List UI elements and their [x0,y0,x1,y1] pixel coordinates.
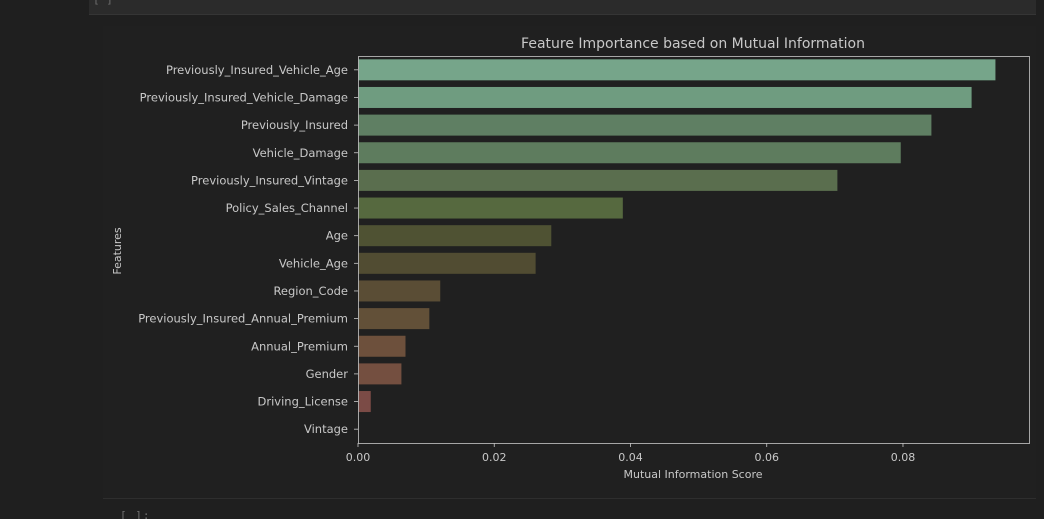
y-tick-labels: Previously_Insured_Vehicle_Age Previously… [138,63,358,436]
bar-vehicle-age [358,252,536,274]
cell-divider [103,498,1036,499]
previous-cell-prompt: [ ] [93,0,113,6]
bar-region-code [358,280,441,302]
bar-previously-insured-annual-premium [358,308,430,330]
bar-annual-premium [358,335,406,357]
x-tick-label: 0.00 [346,451,371,464]
x-tick-label: 0.08 [891,451,916,464]
bar-policy-sales-channel [358,197,623,219]
previous-code-cell[interactable]: [ ] [89,0,1036,15]
plot-frame [358,56,1030,444]
x-tick-label: 0.04 [618,451,643,464]
y-tick-label: Gender [306,367,349,381]
x-tick-label: 0.02 [482,451,507,464]
y-tick-label: Driving_License [258,395,348,409]
y-tick-label: Annual_Premium [251,339,348,353]
y-tick-label: Region_Code [273,284,348,298]
y-tick-label: Age [326,229,348,243]
y-tick-label: Policy_Sales_Channel [226,201,348,215]
bar-previously-insured [358,114,932,136]
y-tick-label: Previously_Insured_Vehicle_Age [166,63,348,77]
x-axis-label: Mutual Information Score [623,468,762,481]
cell-output-area: Feature Importance based on Mutual Infor… [103,26,1036,498]
y-tick-label: Previously_Insured_Vehicle_Damage [140,90,348,104]
y-tick-label: Vehicle_Damage [253,146,348,160]
y-tick-label: Previously_Insured_Vintage [191,173,348,187]
chart-title: Feature Importance based on Mutual Infor… [521,36,865,52]
bar-previously-insured-vehicle-age [358,59,996,81]
y-tick-label: Vehicle_Age [279,256,348,270]
bar-previously-insured-vintage [358,169,838,191]
bar-age [358,225,552,247]
bar-vehicle-damage [358,142,901,164]
x-ticks: 0.00 0.02 0.04 0.06 0.08 [346,443,915,464]
bar-previously-insured-vehicle-damage [358,86,972,108]
y-tick-label: Previously_Insured [241,118,348,132]
next-cell-prompt[interactable]: [ ]: [120,509,151,519]
bars-group [358,59,996,413]
feature-importance-chart: Feature Importance based on Mutual Infor… [111,36,1030,481]
bar-gender [358,363,402,385]
y-tick-label: Previously_Insured_Annual_Premium [138,312,348,326]
y-tick-label: Vintage [304,422,348,436]
y-axis-label: Features [111,227,124,275]
x-tick-label: 0.06 [754,451,779,464]
bar-driving-license [358,391,371,413]
